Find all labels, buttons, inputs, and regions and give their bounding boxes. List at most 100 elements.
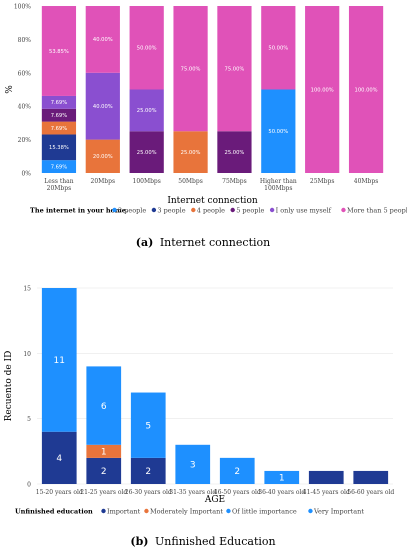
bar-segment — [264, 470, 300, 484]
y-tick-label: 15 — [23, 286, 31, 293]
x-tick-label: 100Mbps — [133, 178, 161, 185]
caption-a: (a) Internet connection — [136, 236, 270, 249]
x-axis-label: Internet connection — [167, 196, 258, 206]
bar-segment — [261, 6, 296, 90]
data-label: 15.38% — [49, 145, 69, 151]
data-label: 1 — [101, 447, 107, 457]
bar-segment — [219, 457, 255, 484]
x-tick-label: 50Mbps — [178, 178, 203, 185]
bar-segment — [173, 6, 208, 132]
x-tick-label: 46-50 years old — [214, 489, 261, 496]
legend-marker — [269, 207, 275, 213]
data-label: 25.00% — [225, 150, 245, 156]
legend-marker — [191, 207, 196, 213]
x-tick-label: 75Mbps — [222, 178, 247, 185]
legend-marker — [112, 207, 117, 213]
bar-segment — [41, 134, 77, 161]
legend-marker — [151, 207, 157, 213]
legend-entry: 2 people — [118, 207, 146, 215]
data-label: 6 — [101, 402, 107, 412]
legend-title: The internet in your home. — [30, 207, 128, 215]
legend-entry: Of little importance — [232, 508, 297, 516]
legend-marker — [101, 508, 106, 514]
bar-segment — [175, 444, 211, 484]
y-tick-label: 80% — [18, 37, 32, 44]
y-tick-label: 20% — [18, 137, 32, 144]
data-label: 5 — [145, 421, 151, 431]
bar-segment — [41, 288, 77, 432]
data-label: 2 — [101, 467, 107, 477]
data-label: 50.00% — [268, 46, 288, 52]
bar-segment — [173, 131, 208, 173]
bar-segment — [41, 95, 77, 109]
caption-b-prefix: (b) — [130, 535, 148, 548]
data-label: 2 — [145, 467, 151, 477]
y-axis-label: Recuento de ID — [4, 351, 14, 422]
y-tick-label: 5 — [27, 416, 31, 423]
x-tick-label: 20Mbps — [91, 178, 116, 185]
x-tick-label: 26-30 years old — [125, 489, 172, 496]
y-axis-label: % — [5, 85, 15, 94]
bar-segment — [130, 392, 166, 458]
data-label: 7.69% — [51, 164, 68, 170]
legend-marker — [226, 508, 231, 514]
caption-a-text: Internet connection — [160, 236, 270, 249]
data-label: 7.69% — [51, 100, 68, 106]
legend-title: Unfinished education — [15, 508, 93, 516]
bar-segment — [348, 6, 384, 173]
data-label: 50.00% — [137, 46, 157, 52]
x-tick-label: 56-60 years old — [347, 489, 394, 496]
x-tick-label: 20Mbps — [47, 185, 72, 192]
x-tick-label: 100Mbps — [264, 185, 292, 192]
y-tick-label: 10 — [23, 351, 31, 358]
caption-b: (b) Unfinished Education — [130, 535, 275, 548]
data-label: 7.69% — [51, 126, 68, 132]
legend-entry: 4 people — [197, 207, 225, 215]
data-label: 100.00% — [311, 87, 334, 93]
data-label: 25.00% — [181, 150, 201, 156]
bar-segment — [217, 6, 252, 132]
x-tick-label: Higher than — [260, 178, 297, 185]
bar-segment — [129, 131, 164, 173]
y-tick-label: 100% — [14, 4, 31, 11]
data-label: 11 — [54, 356, 65, 366]
bar-segment — [86, 366, 122, 445]
legend-marker — [230, 207, 235, 213]
bar-segment — [41, 431, 77, 484]
caption-a-prefix: (a) — [136, 236, 154, 249]
bar-segment — [261, 89, 296, 173]
y-tick-label: 0 — [27, 482, 31, 489]
data-label: 75.00% — [225, 66, 245, 72]
x-tick-label: 40Mbps — [354, 178, 379, 185]
legend-entry: Important — [107, 508, 141, 516]
bar-segment — [217, 131, 252, 173]
x-tick-label: 41-45 years old — [303, 489, 350, 496]
data-label: 2 — [234, 467, 240, 477]
bar-segment — [41, 6, 77, 96]
caption-b-text: Unfinished Education — [155, 535, 276, 548]
x-axis-label: AGE — [204, 495, 225, 505]
bar-segment — [353, 470, 389, 484]
legend-entry: More than 5 people — [347, 207, 407, 215]
y-tick-label: 40% — [18, 104, 32, 111]
bar-segment — [308, 470, 344, 484]
x-tick-label: Less than — [44, 178, 73, 185]
data-label: 1 — [279, 474, 285, 484]
data-label: 40.00% — [93, 104, 113, 110]
bar-segment — [41, 160, 77, 173]
legend-entry: Very Important — [313, 508, 364, 516]
legend-marker — [341, 207, 346, 213]
data-label: 4 — [56, 454, 62, 464]
legend-entry: I only use myself — [276, 207, 332, 215]
bar-segment — [129, 6, 164, 90]
legend-marker — [308, 508, 313, 514]
legend-entry: 5 people — [236, 207, 264, 215]
data-label: 25.00% — [137, 150, 157, 156]
data-label: 100.00% — [355, 87, 378, 93]
legend-entry: Moderately Important — [150, 508, 223, 516]
bar-segment — [305, 6, 340, 173]
data-label: 75.00% — [181, 66, 201, 72]
data-label: 50.00% — [268, 129, 288, 135]
